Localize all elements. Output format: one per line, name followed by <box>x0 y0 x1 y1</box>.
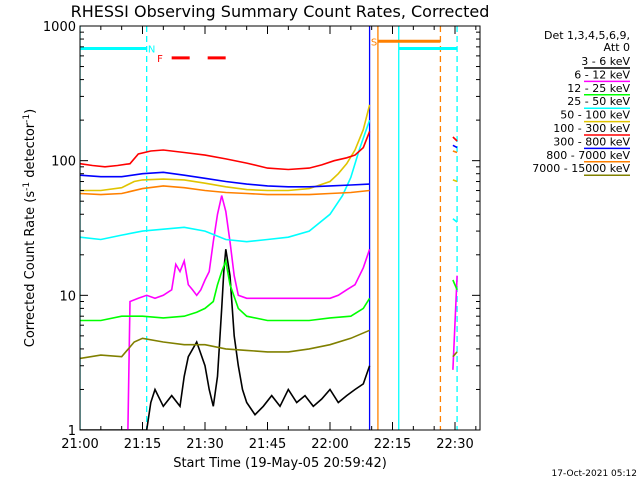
series-line-8-0 <box>80 329 370 360</box>
y-tick-label-3: 1000 <box>43 20 76 35</box>
x-axis-label: Start Time (19-May-05 20:59:42) <box>173 456 387 471</box>
footer-date: 17-Oct-2021 05:12 <box>552 469 637 479</box>
axes-frame <box>79 25 481 431</box>
series-line-4-0 <box>80 104 371 192</box>
legend-header-line-2: Att 0 <box>604 41 630 54</box>
series-line-3-1 <box>452 218 458 223</box>
y-tick-label-1: 10 <box>59 289 76 304</box>
series-line-5-1 <box>452 136 458 142</box>
marker-label-0: N <box>148 45 155 56</box>
x-tick-label-3: 21:45 <box>249 437 286 452</box>
y-axis-label-sup1: -1 <box>22 182 32 191</box>
y-tick-label-2: 100 <box>51 155 76 170</box>
marker-label-1: F <box>157 54 163 65</box>
x-axis: 21:00 21:15 21:30 21:45 22:00 22:15 22:30 <box>61 26 477 452</box>
y-axis-label: Corrected Count Rate (s-1 detector-1) <box>22 109 38 347</box>
series-line-6-1 <box>452 144 458 149</box>
x-tick-label-6: 22:30 <box>436 437 473 452</box>
legend-label-6: 300 - 800 keV <box>553 135 630 148</box>
series-line-5-0 <box>80 131 371 171</box>
legend-header-line-1: Det 1,3,4,5,6,9, <box>544 29 630 42</box>
legend-label-0: 3 - 6 keV <box>581 55 630 68</box>
y-axis-label-sup2: -1 <box>22 114 32 123</box>
series-line-8-1 <box>452 351 458 358</box>
x-tick-label-4: 22:00 <box>311 437 348 452</box>
y-axis-label-end: ) <box>23 109 38 114</box>
series-line-3-0 <box>80 119 371 243</box>
y-tick-label-0: 1 <box>68 424 76 439</box>
plot-area: NF S <box>80 26 458 430</box>
x-tick-label-2: 21:30 <box>186 437 223 452</box>
plot-border <box>79 25 481 431</box>
legend-label-2: 12 - 25 keV <box>567 82 630 95</box>
legend-label-4: 50 - 100 keV <box>560 109 630 122</box>
series-line-7-0 <box>80 185 370 196</box>
series-line-6-0 <box>80 171 370 188</box>
series-line-1-2 <box>452 275 458 370</box>
series-line-2-1 <box>452 279 458 291</box>
legend-label-1: 6 - 12 keV <box>574 68 630 81</box>
series-line-1-1 <box>127 195 371 430</box>
legend-label-7: 800 - 7000 keV <box>546 149 630 162</box>
series-line-0-0 <box>80 249 371 430</box>
series-line-2-0 <box>80 258 371 322</box>
series-line-7-1 <box>452 150 458 154</box>
x-tick-label-0: 21:00 <box>61 437 98 452</box>
y-axis-label-main: Corrected Count Rate (s <box>23 191 38 348</box>
chart-title: RHESSI Observing Summary Count Rates, Co… <box>71 2 490 21</box>
x-tick-label-5: 22:15 <box>374 437 411 452</box>
y-axis: 1 10 100 1000 <box>43 20 480 439</box>
x-tick-label-1: 21:15 <box>124 437 161 452</box>
series-line-4-1 <box>452 179 458 183</box>
y-axis-label-mid: detector <box>23 122 38 182</box>
legend-label-3: 25 - 50 keV <box>567 95 630 108</box>
legend-label-8: 7000 - 15000 keV <box>532 162 630 175</box>
legend-label-5: 100 - 300 keV <box>553 122 630 135</box>
marker-label-2: S <box>371 37 377 48</box>
